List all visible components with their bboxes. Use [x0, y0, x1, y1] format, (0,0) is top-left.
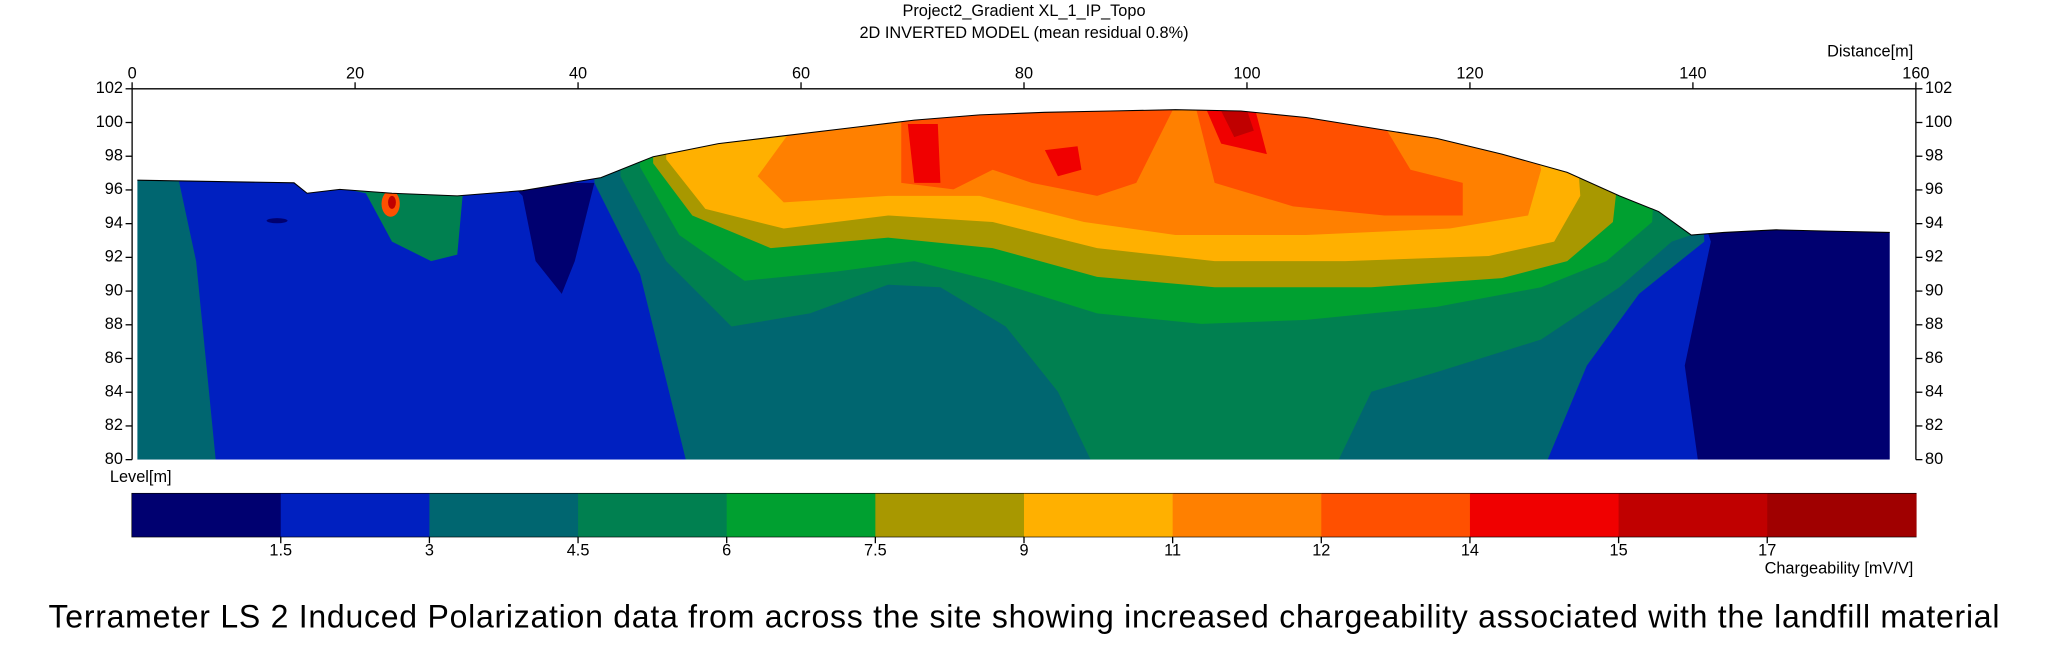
x-tick-label: 160	[1902, 65, 1929, 83]
colorbar-tick-label: 14	[1461, 541, 1479, 559]
color-swatch	[1321, 493, 1471, 537]
chart-title: Project2_Gradient XL_1_IP_Topo	[902, 2, 1145, 20]
contour-region	[137, 169, 216, 460]
chart-subtitle: 2D INVERTED MODEL (mean residual 0.8%)	[859, 24, 1188, 42]
y-tick-label: 100	[96, 113, 123, 131]
contour-region	[1195, 109, 1463, 216]
y-tick-label: 82	[105, 416, 123, 434]
contour-region	[266, 218, 288, 224]
x-tick-label: 60	[792, 65, 810, 83]
y-tick-label: 86	[105, 349, 123, 367]
contour-region	[509, 182, 595, 294]
y-tick-label: 92	[105, 248, 123, 266]
x-tick-label: 0	[128, 65, 137, 83]
color-swatch	[280, 493, 431, 537]
colorbar-tick-label: 7.5	[864, 541, 887, 559]
y-tick-label: 102	[96, 79, 123, 97]
colorbar-tick-label: 11	[1164, 541, 1181, 559]
y-axis-label: Level[m]	[110, 468, 172, 486]
x-tick-label: 100	[1233, 65, 1260, 83]
contour-region	[1684, 221, 1890, 460]
y-tick-label: 94	[1925, 214, 1943, 232]
color-swatch	[429, 493, 579, 537]
section	[137, 109, 1890, 460]
x-axis-label: Distance[m]	[1827, 43, 1913, 61]
y-tick-label: 100	[1925, 113, 1952, 131]
x-tick-label: 140	[1679, 65, 1706, 83]
topography-line	[137, 109, 1890, 236]
color-swatch	[726, 493, 877, 537]
x-tick-label: 120	[1456, 65, 1483, 83]
y-tick-label: 94	[105, 214, 123, 232]
y-tick-label: 98	[105, 147, 123, 165]
y-tick-label: 84	[1925, 383, 1943, 401]
caption: Terrameter LS 2 Induced Polarization dat…	[49, 598, 2000, 634]
colorbar-tick-label: 12	[1312, 541, 1330, 559]
color-swatch	[578, 493, 728, 537]
color-swatch	[1024, 493, 1174, 537]
y-tick-label: 80	[105, 450, 123, 468]
y-tick-label: 102	[1925, 79, 1952, 97]
x-tick-label: 80	[1015, 65, 1033, 83]
y-tick-label: 90	[1925, 281, 1943, 299]
y-tick-label: 80	[1925, 450, 1943, 468]
colorbar-tick-label: 15	[1610, 541, 1628, 559]
colorbar-tick-label: 4.5	[567, 541, 590, 559]
y-tick-label: 96	[1925, 180, 1943, 198]
contour-region	[313, 182, 464, 262]
contour-region	[1221, 110, 1254, 138]
color-swatch	[1172, 493, 1322, 537]
colorbar-tick-label: 3	[425, 541, 434, 559]
colorbar-tick-label: 1.5	[269, 541, 292, 559]
y-tick-label: 98	[1925, 147, 1943, 165]
color-swatch	[875, 493, 1025, 537]
contour-region	[388, 195, 396, 209]
y-tick-label: 90	[105, 281, 123, 299]
color-swatch	[1767, 493, 1917, 537]
colorbar-label: Chargeability [mV/V]	[1765, 560, 1914, 578]
color-swatch	[132, 493, 282, 537]
contour-region	[901, 109, 1176, 196]
y-tick-label: 88	[1925, 315, 1943, 333]
y-tick-label: 88	[105, 315, 123, 333]
y-tick-label: 82	[1925, 416, 1943, 434]
color-swatch	[1618, 493, 1768, 537]
color-swatch	[1469, 493, 1620, 537]
y-tick-label: 92	[1925, 248, 1943, 266]
x-tick-label: 20	[346, 65, 364, 83]
x-tick-label: 40	[569, 65, 587, 83]
contour-region	[907, 124, 941, 183]
colorbar-tick-label: 17	[1758, 541, 1776, 559]
colorbar-tick-label: 6	[722, 541, 731, 559]
colorbar-tick-label: 9	[1019, 541, 1028, 559]
y-tick-label: 96	[105, 180, 123, 198]
contour-region	[1044, 146, 1082, 177]
y-tick-label: 86	[1925, 349, 1943, 367]
y-tick-label: 84	[105, 383, 123, 401]
